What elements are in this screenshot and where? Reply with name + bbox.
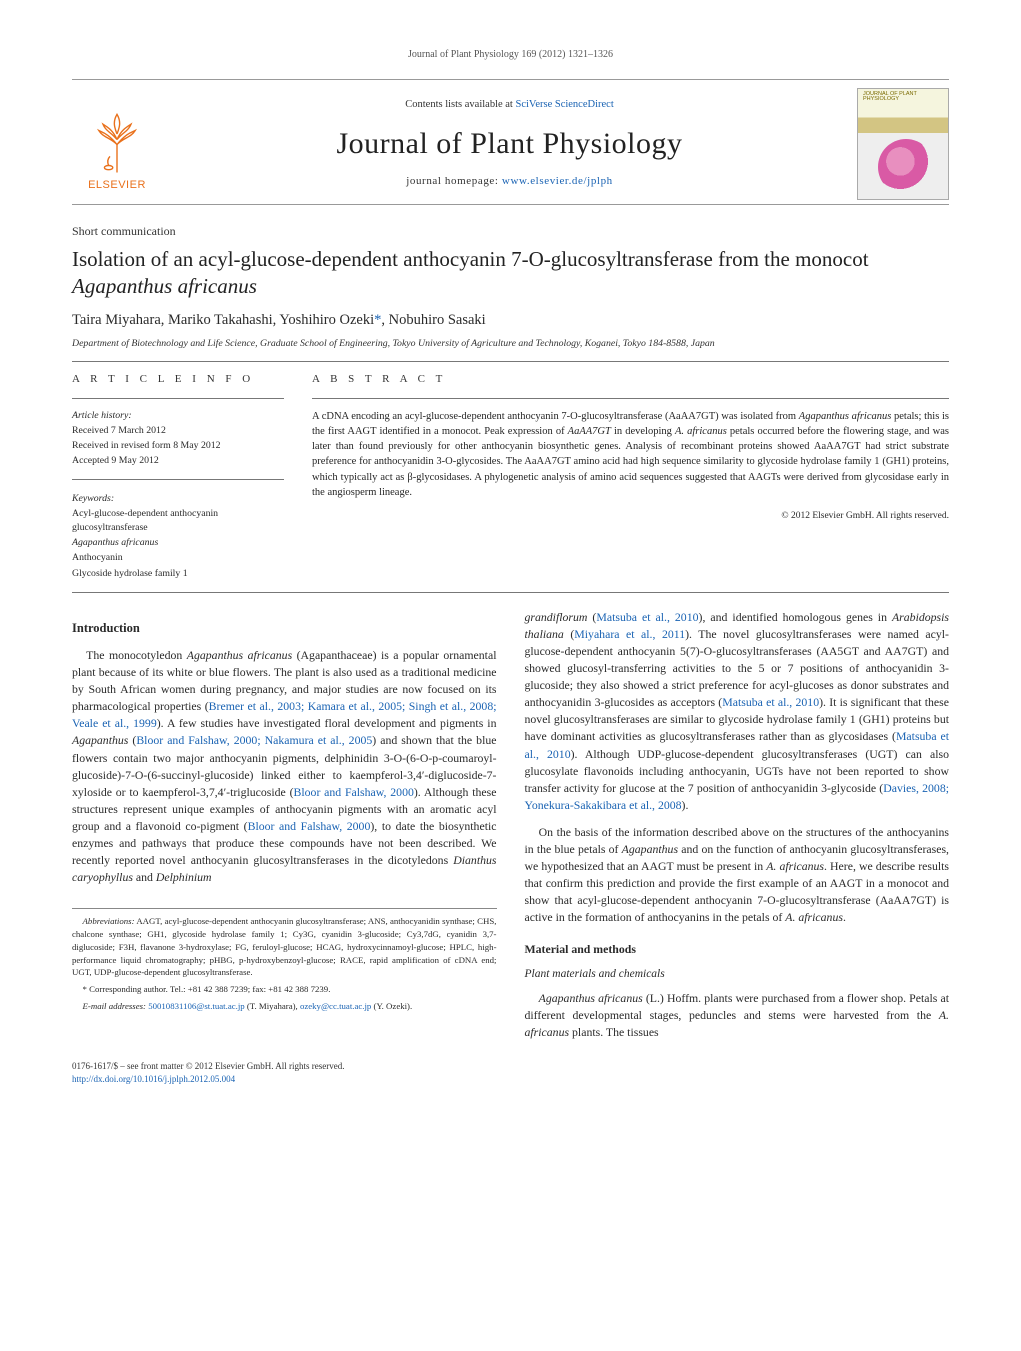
email-ozeki[interactable]: ozeky@cc.tuat.ac.jp (300, 1001, 371, 1011)
keyword-3: Anthocyanin (72, 551, 284, 565)
mm-para-1: Agapanthus africanus (L.) Hoffm. plants … (525, 990, 950, 1041)
title-text: Isolation of an acyl-glucose-dependent a… (72, 247, 869, 271)
emails-label: E-mail addresses: (83, 1001, 149, 1011)
cover-title: JOURNAL OF PLANT PHYSIOLOGY (863, 92, 943, 104)
homepage-prefix: journal homepage: (406, 175, 502, 187)
emails-footnote: E-mail addresses: 50010831106@st.tuat.ac… (72, 1000, 497, 1013)
email2-who: (Y. Ozeki). (371, 1001, 412, 1011)
article-info-head: A R T I C L E I N F O (72, 372, 284, 388)
front-matter-line: 0176-1617/$ – see front matter © 2012 El… (72, 1060, 345, 1073)
running-head: Journal of Plant Physiology 169 (2012) 1… (72, 48, 949, 63)
authors-main: Taira Miyahara, Mariko Takahashi, Yoshih… (72, 312, 374, 328)
article-type-label: Short communication (72, 223, 949, 240)
abstract-head: A B S T R A C T (312, 372, 949, 388)
keyword-1: Acyl-glucose-dependent anthocyanin gluco… (72, 507, 284, 535)
contents-available-line: Contents lists available at SciVerse Sci… (178, 97, 841, 112)
journal-header: ELSEVIER Contents lists available at Sci… (72, 88, 949, 200)
page-footer: 0176-1617/$ – see front matter © 2012 El… (72, 1060, 949, 1086)
plant-materials-subhead: Plant materials and chemicals (525, 966, 950, 983)
materials-methods-head: Material and methods (525, 941, 950, 958)
contents-prefix: Contents lists available at (405, 99, 515, 110)
footer-left: 0176-1617/$ – see front matter © 2012 El… (72, 1060, 345, 1086)
info-bottom-rule (72, 592, 949, 593)
info-inner-rule-2 (72, 479, 284, 480)
author-list: Taira Miyahara, Mariko Takahashi, Yoshih… (72, 310, 949, 331)
affiliation: Department of Biotechnology and Life Sci… (72, 337, 949, 351)
elsevier-tree-icon (82, 106, 152, 176)
footnotes-block: Abbreviations: AAGT, acyl-glucose-depend… (72, 908, 497, 1012)
sciencedirect-link[interactable]: SciVerse ScienceDirect (515, 99, 613, 110)
abstract-block: A B S T R A C T A cDNA encoding an acyl-… (312, 372, 949, 582)
abstract-copyright: © 2012 Elsevier GmbH. All rights reserve… (312, 510, 949, 524)
body-two-column: Introduction The monocotyledon Agapanthu… (72, 609, 949, 1042)
abstract-text: A cDNA encoding an acyl-glucose-dependen… (312, 409, 949, 500)
authors-last: , Nobuhiro Sasaki (381, 312, 485, 328)
article-title: Isolation of an acyl-glucose-dependent a… (72, 246, 949, 300)
journal-homepage-line: journal homepage: www.elsevier.de/jplph (178, 174, 841, 190)
intro-para-3: On the basis of the information describe… (525, 824, 950, 927)
history-received: Received 7 March 2012 (72, 424, 284, 438)
elsevier-logo: ELSEVIER (72, 94, 162, 194)
keyword-4: Glycoside hydrolase family 1 (72, 567, 284, 581)
corresponding-footnote: * Corresponding author. Tel.: +81 42 388… (72, 983, 497, 996)
keywords-label: Keywords: (72, 492, 284, 506)
keyword-2: Agapanthus africanus (72, 536, 284, 550)
email1-who: (T. Miyahara), (245, 1001, 300, 1011)
title-species: Agapanthus africanus (72, 274, 257, 298)
info-inner-rule-1 (72, 398, 284, 399)
history-revised: Received in revised form 8 May 2012 (72, 439, 284, 453)
top-rule (72, 79, 949, 80)
abstract-rule (312, 398, 949, 399)
info-top-rule (72, 361, 949, 362)
journal-name: Journal of Plant Physiology (178, 122, 841, 166)
email-miyahara[interactable]: 50010831106@st.tuat.ac.jp (148, 1001, 244, 1011)
journal-homepage-link[interactable]: www.elsevier.de/jplph (502, 175, 613, 187)
history-label: Article history: (72, 409, 284, 423)
journal-cover-thumbnail: JOURNAL OF PLANT PHYSIOLOGY (857, 88, 949, 200)
abbreviations-footnote: Abbreviations: AAGT, acyl-glucose-depend… (72, 915, 497, 979)
article-info-block: A R T I C L E I N F O Article history: R… (72, 372, 284, 582)
article-info-row: A R T I C L E I N F O Article history: R… (72, 372, 949, 582)
intro-para-1: The monocotyledon Agapanthus africanus (… (72, 647, 497, 886)
introduction-head: Introduction (72, 619, 497, 637)
doi-link[interactable]: http://dx.doi.org/10.1016/j.jplph.2012.0… (72, 1074, 235, 1084)
header-rule (72, 204, 949, 205)
elsevier-wordmark: ELSEVIER (88, 178, 146, 194)
history-accepted: Accepted 9 May 2012 (72, 454, 284, 468)
header-center: Contents lists available at SciVerse Sci… (178, 97, 841, 190)
intro-para-2: grandiflorum (Matsuba et al., 2010), and… (525, 609, 950, 814)
